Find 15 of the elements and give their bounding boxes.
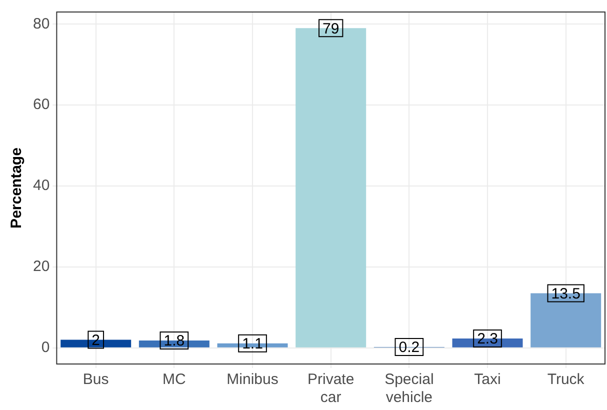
y-axis-title: Percentage bbox=[8, 148, 26, 228]
y-tick-label: 0 bbox=[41, 338, 50, 356]
y-tick-label: 80 bbox=[32, 15, 50, 32]
y-tick-label: 60 bbox=[32, 96, 50, 114]
y-tick-label: 20 bbox=[32, 258, 50, 276]
x-tick-label: MC bbox=[162, 371, 186, 388]
x-tick-label: Minibus bbox=[226, 371, 278, 388]
x-tick-label: Special vehicle bbox=[384, 371, 434, 406]
x-tick-label: Private car bbox=[308, 371, 354, 406]
data-label: 79 bbox=[322, 20, 340, 38]
x-tick-label: Truck bbox=[547, 371, 585, 388]
x-tick-label: Taxi bbox=[474, 371, 501, 388]
y-tick-label: 40 bbox=[32, 177, 50, 194]
x-tick-label: Bus bbox=[82, 371, 109, 388]
data-label: 1.1 bbox=[242, 336, 263, 353]
